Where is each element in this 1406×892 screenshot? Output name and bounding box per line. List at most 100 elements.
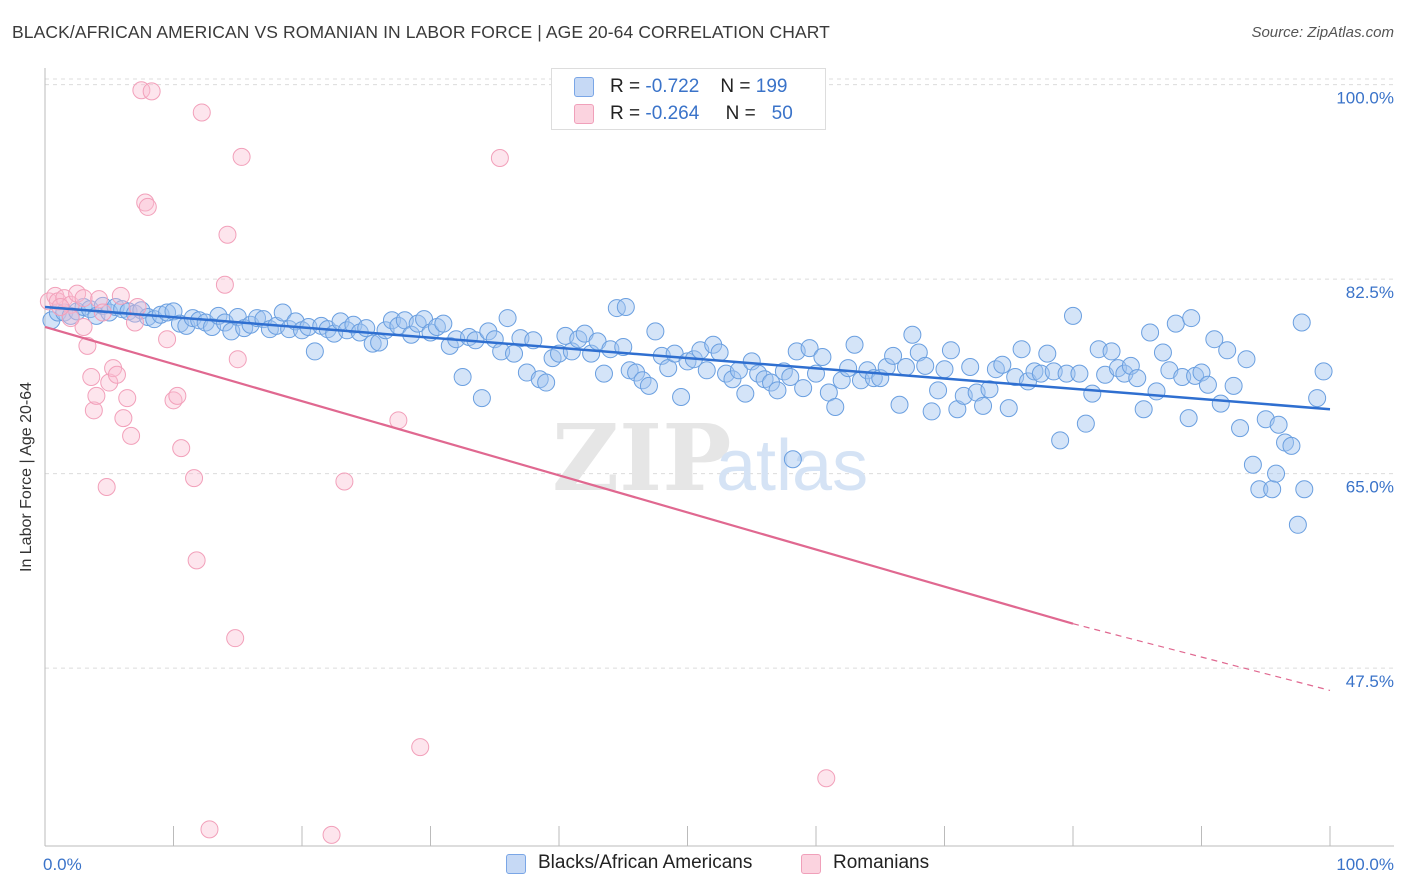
y-tick-label: 47.5%: [1346, 672, 1394, 691]
point-blacks: [1076, 414, 1095, 433]
point-romanians: [114, 409, 133, 428]
point-romanians: [111, 286, 130, 305]
point-blacks: [646, 322, 665, 341]
point-blacks: [498, 309, 517, 328]
r-label: R =: [610, 103, 641, 124]
point-blacks: [935, 360, 954, 379]
point-blacks: [993, 355, 1012, 374]
point-blacks: [453, 367, 472, 386]
point-blacks: [961, 357, 980, 376]
watermark-atlas: atlas: [716, 426, 868, 506]
point-romanians: [122, 426, 141, 445]
point-romanians: [817, 769, 836, 788]
point-blacks: [672, 387, 691, 406]
point-blacks: [1218, 341, 1237, 360]
point-blacks: [1267, 464, 1286, 483]
point-blacks: [1083, 384, 1102, 403]
point-blacks: [999, 399, 1018, 418]
point-romanians: [187, 551, 206, 570]
point-romanians: [74, 317, 93, 336]
point-blacks: [1141, 323, 1160, 342]
point-romanians: [168, 386, 187, 405]
point-blacks: [1051, 431, 1070, 450]
trend-line-romanians: [44, 325, 1074, 625]
point-romanians: [218, 225, 237, 244]
watermark-zip: ZIP: [552, 404, 731, 512]
r-value: -0.722: [645, 76, 700, 97]
axes: [44, 68, 1394, 847]
point-romanians: [335, 472, 354, 491]
point-romanians: [138, 197, 157, 216]
point-romanians: [200, 820, 219, 839]
r-label: R =: [610, 76, 641, 97]
n-label: N =: [725, 103, 756, 124]
point-romanians: [411, 738, 430, 757]
n-value: 50: [771, 103, 793, 124]
point-blacks: [1179, 409, 1198, 428]
point-blacks: [783, 450, 802, 469]
point-blacks: [896, 357, 915, 376]
point-blacks: [1064, 306, 1082, 325]
point-blacks: [1153, 343, 1172, 362]
point-blacks: [890, 395, 909, 414]
point-blacks: [768, 381, 787, 400]
point-blacks: [980, 380, 999, 399]
point-blacks: [916, 356, 935, 375]
point-romanians: [228, 350, 247, 369]
point-blacks: [929, 381, 948, 400]
tick-labels: 47.5% 65.0% 82.5% 100.0% 0.0% 100.0%: [43, 89, 1394, 874]
point-blacks: [1147, 382, 1166, 401]
point-blacks: [1134, 400, 1153, 419]
point-blacks: [845, 335, 864, 354]
source-label: Source: ZipAtlas.com: [1251, 24, 1394, 41]
point-blacks: [1292, 313, 1311, 332]
r-value: -0.264: [645, 103, 700, 124]
point-blacks: [1057, 364, 1076, 383]
point-blacks: [1243, 455, 1262, 474]
watermark: ZIP atlas: [552, 404, 868, 512]
point-blacks: [826, 397, 845, 416]
point-blacks: [1250, 480, 1269, 499]
point-romanians: [78, 336, 97, 355]
n-value: 199: [755, 76, 788, 97]
legend-label-romanians: Romanians: [833, 852, 930, 873]
point-blacks: [1263, 480, 1282, 499]
point-romanians: [97, 478, 116, 497]
point-romanians: [172, 439, 191, 458]
point-romanians: [125, 313, 144, 332]
trend-lines: [44, 305, 1331, 691]
point-blacks: [505, 344, 524, 363]
point-blacks: [877, 357, 896, 376]
point-blacks: [273, 303, 292, 322]
point-blacks: [710, 343, 729, 362]
y-tick-label: 65.0%: [1346, 478, 1394, 497]
point-blacks: [903, 325, 922, 344]
point-blacks: [1012, 340, 1031, 359]
point-blacks: [1070, 364, 1089, 383]
point-blacks: [1166, 314, 1185, 333]
point-blacks: [594, 364, 613, 383]
point-romanians: [87, 386, 106, 405]
legend-swatch-blue: [574, 77, 594, 97]
x-tick-label-end: 100.0%: [1336, 855, 1394, 874]
trend-line-blacks: [44, 305, 1331, 411]
point-blacks: [1038, 344, 1057, 363]
point-romanians: [142, 82, 161, 101]
point-blacks: [1205, 330, 1224, 349]
correlation-legend: R = -0.722 N = 199 R = -0.264 N = 50: [551, 68, 826, 130]
point-romanians: [89, 290, 108, 309]
point-blacks: [941, 341, 960, 360]
chart-title: BLACK/AFRICAN AMERICAN VS ROMANIAN IN LA…: [12, 22, 830, 42]
legend-swatch-pink: [801, 854, 821, 874]
point-romanians: [215, 275, 234, 294]
point-blacks: [1295, 480, 1314, 499]
point-romanians: [226, 629, 245, 648]
point-blacks: [723, 370, 742, 389]
n-label: N =: [720, 76, 751, 97]
point-blacks: [472, 389, 491, 408]
y-tick-label: 100.0%: [1336, 89, 1394, 108]
point-blacks: [794, 379, 813, 398]
point-blacks: [1198, 375, 1217, 394]
trend-line-romanians-extension: [1072, 623, 1331, 691]
point-romanians: [158, 330, 177, 349]
